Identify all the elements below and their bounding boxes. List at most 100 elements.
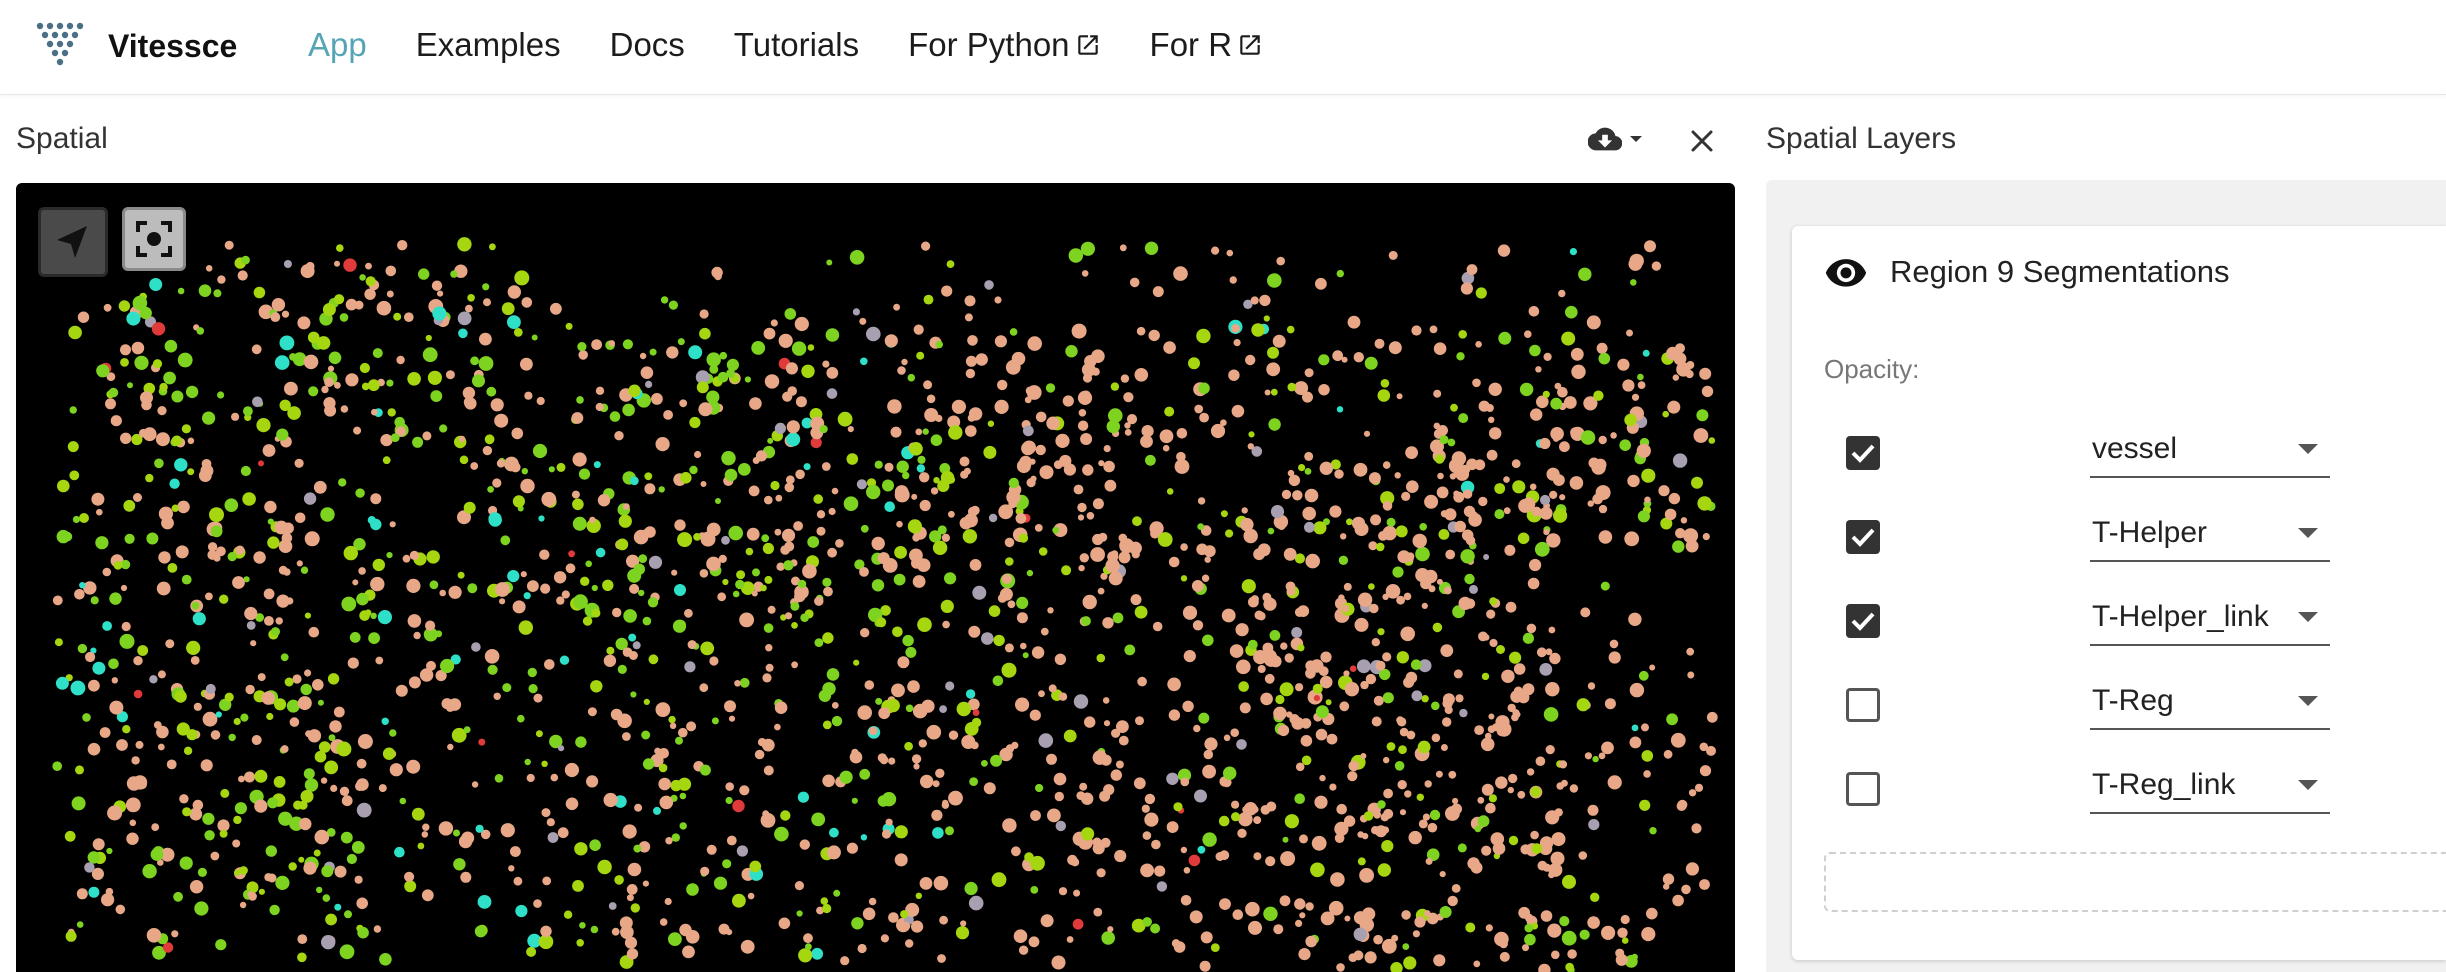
segmentation-cell [526,946,537,957]
segmentation-cell [1694,783,1704,792]
segmentation-cell [1061,565,1072,576]
segmentation-cell [972,709,980,716]
segmentation-cell [1133,777,1146,790]
segmentation-cell [1200,931,1213,944]
nav-link-label: App [308,26,367,63]
segmentation-cell [1439,871,1446,878]
segmentation-cell [1065,345,1078,358]
channel-select[interactable]: T-Helper_link [2090,596,2330,646]
segmentation-cell [892,626,903,638]
segmentation-cell [651,393,663,405]
segmentation-cell [1403,956,1417,970]
segmentation-cell [160,847,175,862]
segmentation-cell [1475,287,1487,299]
segmentation-cell [682,945,695,959]
download-button[interactable] [1588,126,1644,152]
nav-link-for-python[interactable]: For Python [908,26,1100,64]
segmentation-cell [423,627,438,642]
segmentation-cell [1587,682,1596,690]
segmentation-cell [202,812,215,825]
segmentation-cell [133,493,142,502]
segmentation-cell [165,639,175,649]
eye-icon[interactable] [1824,257,1868,287]
channel-select[interactable]: vessel [2090,428,2330,478]
channel-select[interactable]: T-Helper [2090,512,2330,562]
segmentation-cell [159,382,168,392]
segmentation-cell [1617,927,1628,938]
segmentation-cell [1487,725,1496,733]
segmentation-cell [1182,700,1194,712]
segmentation-cell [1168,556,1180,568]
segmentation-cell [915,428,923,436]
close-panel-button[interactable] [1685,124,1719,158]
segmentation-cell [835,539,844,548]
nav-link-label: Examples [415,26,561,63]
segmentation-cell [1460,480,1475,495]
segmentation-cell [894,487,910,503]
brand[interactable]: Vitessce [36,22,237,70]
segmentation-cell [699,327,711,340]
segmentation-cell [1380,379,1390,388]
segmentation-cell [1424,780,1432,788]
segmentation-cell [146,532,159,545]
segmentation-cell [885,818,893,826]
segmentation-cell [1053,523,1068,538]
segmentation-cell [884,462,894,472]
channel-checkbox[interactable] [1846,604,1880,638]
nav-link-app[interactable]: App [308,26,367,64]
segmentation-cell [1536,395,1549,409]
channel-checkbox[interactable] [1846,772,1880,806]
segmentation-cell [82,713,91,722]
segmentation-cell [1016,596,1029,609]
spatial-canvas[interactable] [16,183,1735,972]
segmentation-cell [1232,909,1244,920]
nav-link-tutorials[interactable]: Tutorials [734,26,859,64]
recenter-tool-button[interactable] [122,207,186,271]
segmentation-cell [1270,505,1285,519]
channel-checkbox[interactable] [1846,436,1880,470]
nav-link-examples[interactable]: Examples [416,26,561,64]
segmentation-cell [1029,458,1036,465]
segmentation-cell [507,315,521,329]
nav-link-for-r[interactable]: For R [1150,26,1264,64]
segmentation-cell [298,856,305,863]
segmentation-cell [1025,386,1035,396]
segmentation-cell [1150,923,1161,934]
segmentation-cell [216,546,226,557]
segmentation-cell [1592,493,1603,505]
segmentation-cell [54,638,63,647]
segmentation-cell [404,312,414,322]
segmentation-cell [568,550,575,558]
segmentation-cell [470,356,479,366]
segmentation-cell [1231,324,1240,333]
segmentation-cell [1250,296,1259,305]
segmentation-cell [770,480,780,491]
segmentation-cell [541,808,551,818]
channel-checkbox[interactable] [1846,688,1880,722]
segmentation-cell [1144,812,1159,827]
segmentation-cell [1030,855,1045,871]
channel-select[interactable]: T-Reg [2090,680,2330,730]
segmentation-cell [765,663,774,672]
nav-link-docs[interactable]: Docs [610,26,685,64]
segmentation-cell [1302,391,1313,403]
channel-checkbox[interactable] [1846,520,1880,554]
segmentation-cell [823,586,833,597]
segmentation-cell [527,580,539,592]
segmentation-cell [1276,256,1285,266]
channel-select[interactable]: T-Reg_link [2090,764,2330,814]
add-channel-area[interactable] [1824,852,2446,912]
segmentation-cell [821,462,831,471]
segmentation-cell [794,881,805,891]
pointer-tool-button[interactable] [38,207,108,277]
segmentation-cell [831,487,839,495]
segmentation-cell [262,444,276,457]
segmentation-cell [1263,652,1279,667]
segmentation-cell [187,468,195,476]
segmentation-cell [1166,772,1179,785]
segmentation-cell [1429,325,1438,334]
segmentation-cell [840,956,850,966]
segmentation-cell [1134,605,1148,619]
segmentation-cell [215,711,222,718]
segmentation-cell [368,632,380,644]
